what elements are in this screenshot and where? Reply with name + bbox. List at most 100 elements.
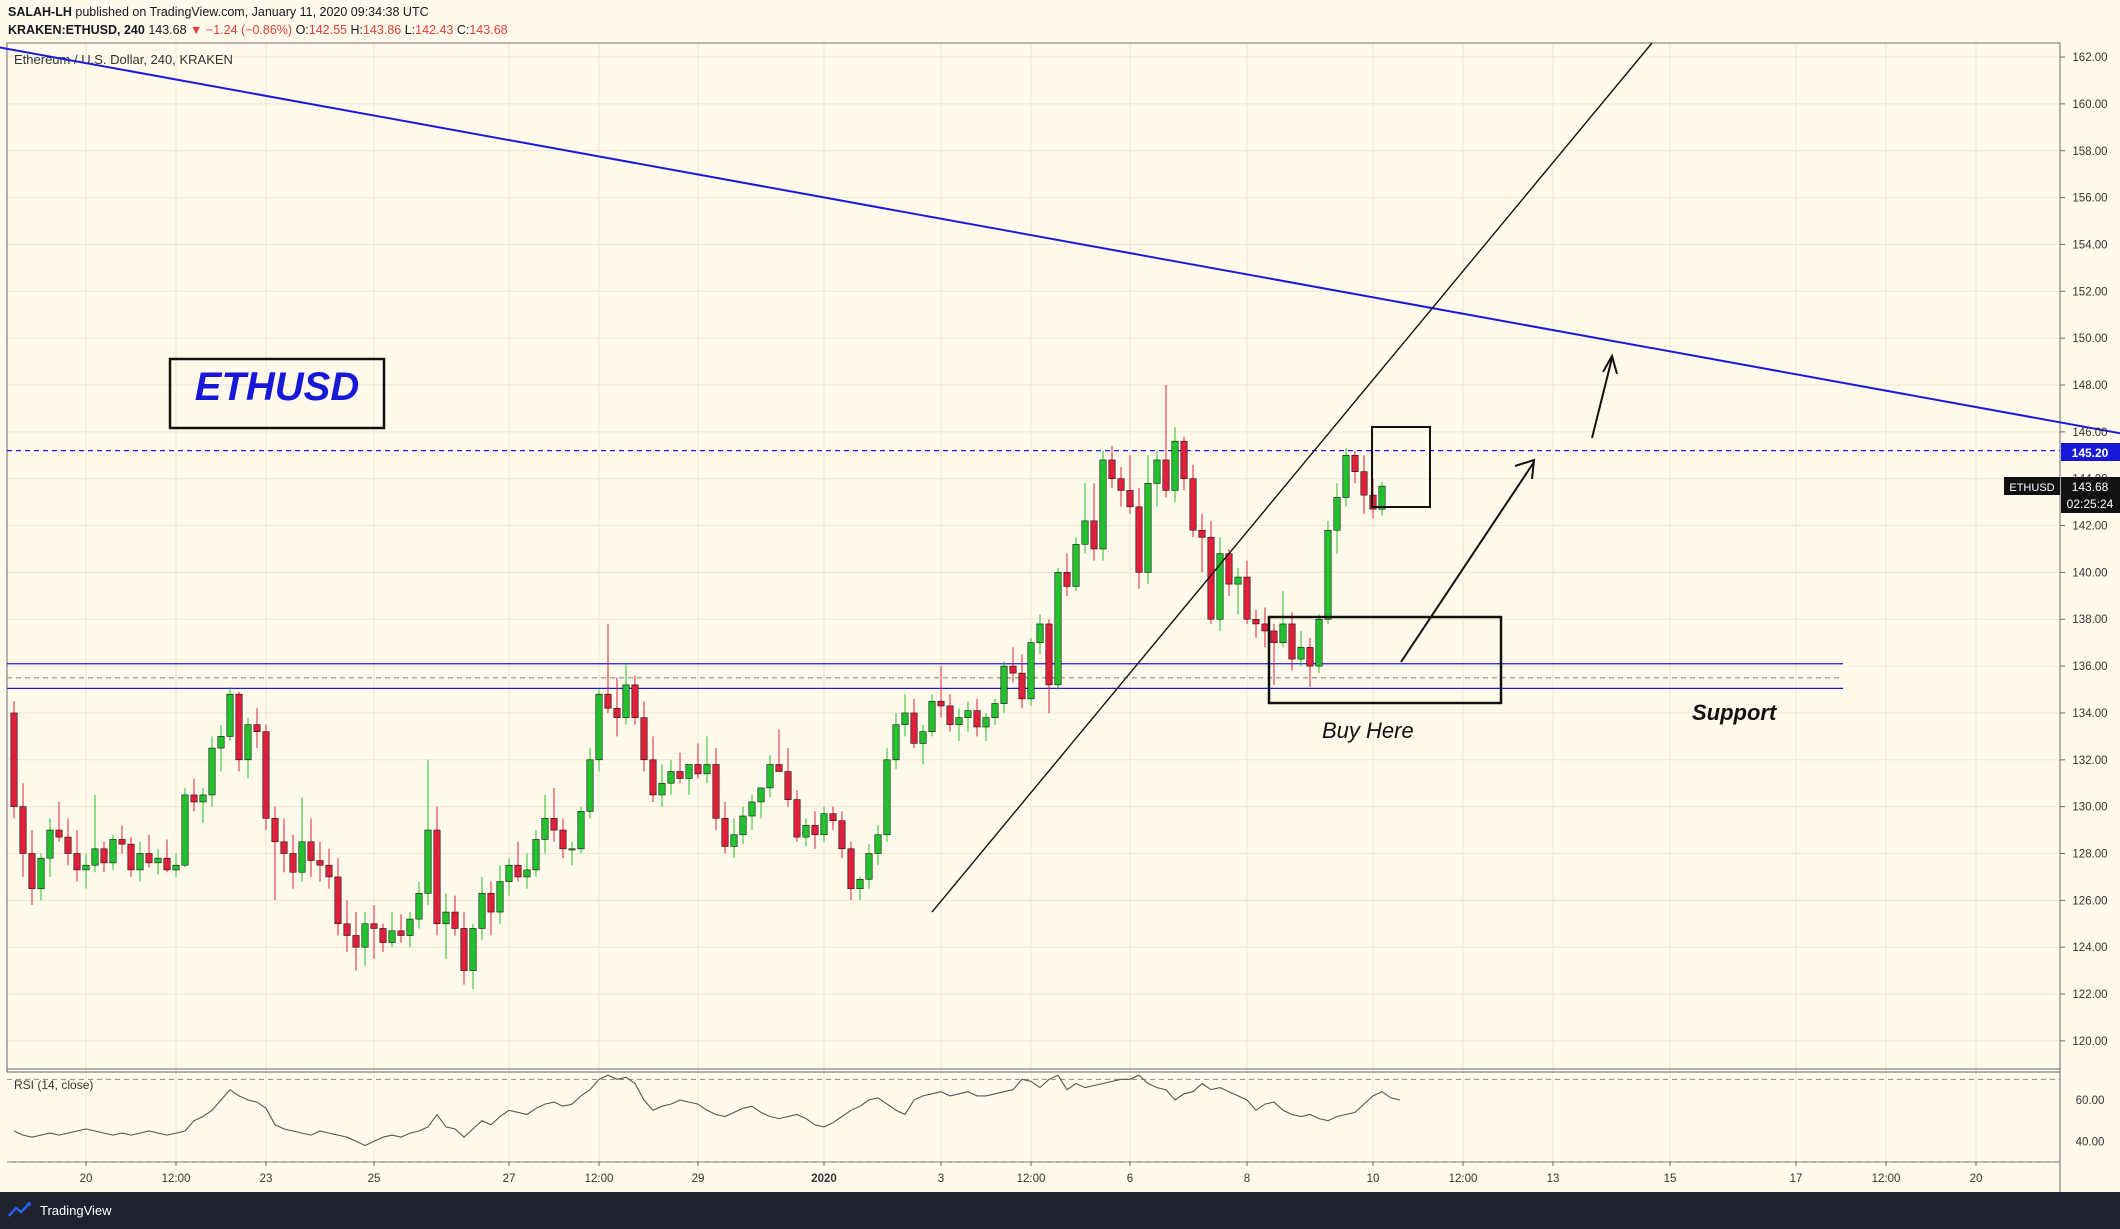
candle-body (1315, 618, 1323, 667)
candle (127, 837, 135, 877)
high-label: H: (350, 23, 363, 37)
candle-body (190, 794, 198, 803)
candle-body (919, 731, 927, 744)
title-box[interactable] (168, 357, 386, 430)
time-axis[interactable]: 20 12:00 23 25 27 12:00 29 2020 3 12:00 6 8 10 12:00 1… (80, 1162, 1983, 1185)
candle-body (1054, 572, 1062, 686)
rsi-line (13, 1074, 1401, 1147)
candle-body (154, 857, 162, 864)
candle (658, 764, 666, 807)
candle (1198, 513, 1206, 573)
candle (64, 818, 72, 866)
symbol-tag-text: ETHUSD (2009, 482, 2054, 494)
candle-body (775, 764, 783, 772)
candle-body (793, 799, 801, 838)
price-tick-label: 152.00 (2072, 286, 2107, 298)
time-tick-label: 8 (1244, 1173, 1250, 1185)
candle-body (46, 829, 54, 859)
candle (118, 825, 126, 854)
price-tick-label: 134.00 (2072, 708, 2107, 720)
candle (838, 811, 846, 859)
candle-body (946, 705, 954, 725)
candle (388, 912, 396, 948)
candle (1297, 630, 1305, 667)
descending-trendline (0, 46, 2120, 435)
price-tick-label: 154.00 (2072, 239, 2107, 251)
breakout-box[interactable] (1371, 426, 1431, 508)
candle (1288, 612, 1296, 671)
publisher-line: SALAH-LH published on TradingView.com, J… (8, 5, 429, 19)
candle (748, 794, 756, 831)
candle (586, 748, 594, 819)
candle (505, 858, 513, 896)
candle-body (442, 911, 450, 925)
candle-body (325, 864, 333, 878)
horizontal-lines (7, 449, 2060, 689)
candle-body (1036, 623, 1044, 643)
candle-body (55, 829, 63, 838)
candle (469, 923, 477, 990)
tradingview-icon (8, 1202, 31, 1217)
candle-body (343, 923, 351, 936)
candle-body (415, 893, 423, 920)
price-axis[interactable]: 120.00 122.00 124.00 126.00 128.00 130.00 132.… (2060, 52, 2108, 1148)
candle (379, 923, 387, 952)
candle-body (1378, 485, 1386, 510)
candle (1090, 483, 1098, 561)
time-tick-label: 20 (80, 1173, 93, 1185)
candle (1306, 637, 1314, 688)
price-tick-label: 148.00 (2072, 380, 2107, 392)
candle (712, 748, 720, 831)
candle (163, 839, 171, 873)
footer-brand: TradingView (40, 1202, 112, 1218)
candle-body (487, 893, 495, 913)
candle (847, 841, 855, 901)
time-tick-label: 29 (692, 1173, 705, 1185)
candle (1144, 455, 1152, 585)
candle-body (280, 841, 288, 854)
candle (1333, 483, 1341, 554)
candle (937, 666, 945, 718)
candle-body (334, 876, 342, 925)
candle-body (64, 836, 72, 854)
candle (613, 677, 621, 737)
candle-body (1063, 572, 1071, 587)
candle-body (1225, 553, 1233, 585)
candle-body (865, 853, 873, 880)
candle-body (370, 923, 378, 929)
candle (865, 844, 873, 889)
candle-body (1306, 647, 1314, 667)
candle (181, 787, 189, 868)
price-tick-label: 126.00 (2072, 895, 2107, 907)
candle-body (253, 724, 261, 732)
time-tick-label: 20 (1970, 1173, 1983, 1185)
tradingview-logo[interactable]: TradingView (8, 1202, 112, 1218)
publisher-name[interactable]: SALAH-LH (8, 5, 72, 19)
candle (208, 736, 216, 807)
candle-body (892, 724, 900, 761)
candle (154, 848, 162, 875)
candle (1315, 614, 1323, 674)
low-label: L: (404, 23, 416, 37)
candle-body (208, 747, 216, 796)
candle-body (568, 848, 576, 851)
candle (1099, 450, 1107, 561)
candle (694, 743, 702, 779)
candle (37, 853, 45, 901)
price-chart[interactable]: Ethereum / U.S. Dollar, 240, KRAKEN ETHU… (0, 0, 2120, 1192)
ascending-trendline (931, 42, 1653, 913)
candle-body (1144, 483, 1152, 573)
candle (667, 759, 675, 795)
candle-body (1279, 623, 1287, 643)
symbol-line: KRAKEN:ETHUSD, 240 143.68 ▼ −1.24 (−0.86… (8, 23, 508, 37)
candle-body (163, 857, 171, 871)
candle-body (1234, 576, 1242, 585)
buy-zone-box[interactable] (1267, 615, 1503, 705)
price-tick-label: 122.00 (2072, 989, 2107, 1001)
candle-body (172, 864, 180, 871)
candle (1126, 455, 1134, 514)
candle-body (118, 839, 126, 845)
candle-body (757, 787, 765, 803)
candle (352, 912, 360, 971)
candle-body (1324, 529, 1332, 620)
